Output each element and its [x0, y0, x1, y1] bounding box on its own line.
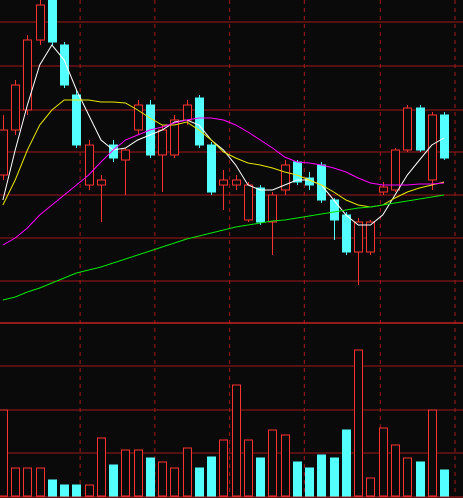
volume-bar: [330, 457, 339, 497]
moving-average-line: [2, 117, 445, 246]
volume-bar: [121, 449, 130, 497]
candle-body: [293, 161, 302, 183]
volume-bar: [48, 479, 57, 497]
candle-body: [48, 0, 57, 43]
volume-bar: [391, 444, 400, 497]
volume-bar: [366, 477, 375, 497]
volume-bar: [428, 409, 437, 497]
candle-body: [416, 107, 425, 151]
candle-body: [354, 221, 363, 253]
candle-body: [109, 144, 118, 159]
candle-body: [72, 94, 81, 146]
candle-body: [183, 104, 192, 121]
volume-bar: [219, 439, 228, 497]
volume-bar: [232, 384, 241, 497]
candle-body: [121, 149, 130, 161]
volume-bar: [342, 429, 351, 497]
candle-body: [391, 149, 400, 191]
volume-bar: [158, 461, 167, 497]
candle-body: [134, 104, 143, 131]
volume-bar: [60, 484, 69, 497]
volume-bar: [244, 439, 253, 497]
candle-body: [317, 164, 326, 201]
candle-body: [244, 184, 253, 221]
volume-bar: [109, 464, 118, 497]
volume-bar: [146, 457, 155, 497]
volume-bar: [416, 461, 425, 497]
volume-bar: [305, 467, 314, 497]
candle-body: [195, 97, 204, 146]
candle-body: [97, 179, 106, 186]
volume-bar: [36, 467, 45, 497]
candle-body: [23, 39, 32, 111]
moving-average-line: [2, 194, 445, 301]
candle-body: [366, 221, 375, 253]
volume-bar: [0, 409, 8, 497]
volume-bar: [256, 457, 265, 497]
volume-bar: [281, 434, 290, 497]
candle-body: [256, 187, 265, 223]
candle-body: [342, 214, 351, 253]
volume-bar: [72, 484, 81, 497]
candle-body: [60, 44, 69, 86]
candle-body: [268, 194, 277, 223]
candle-body: [281, 164, 290, 191]
volume-bar: [134, 449, 143, 497]
volume-bar: [207, 456, 216, 497]
volume-bar: [170, 467, 179, 497]
volume-bar: [440, 469, 449, 497]
volume-bar: [97, 437, 106, 497]
volume-bar: [23, 467, 32, 497]
volume-bar: [317, 454, 326, 497]
volume-bar: [403, 457, 412, 497]
volume-bar: [195, 467, 204, 497]
volume-bar: [85, 484, 94, 497]
candle-body: [232, 179, 241, 186]
candle-body: [36, 4, 45, 41]
moving-average-line: [2, 44, 445, 226]
volume-bar: [379, 427, 388, 497]
volume-bar: [11, 467, 20, 497]
candle-body: [440, 114, 449, 159]
candle-body: [403, 107, 412, 151]
volume-bar: [293, 461, 302, 497]
candle-body: [85, 144, 94, 186]
candle-body: [219, 179, 228, 186]
volume-bar: [183, 447, 192, 497]
candle-body: [11, 84, 20, 131]
volume-bar: [354, 349, 363, 497]
candle-body: [0, 129, 8, 176]
volume-bar: [268, 429, 277, 497]
candle-body: [207, 144, 216, 193]
candle-body: [170, 119, 179, 156]
candle-body: [379, 186, 388, 193]
candle-body: [158, 129, 167, 156]
candle-body: [428, 114, 437, 181]
candle-body: [330, 199, 339, 221]
